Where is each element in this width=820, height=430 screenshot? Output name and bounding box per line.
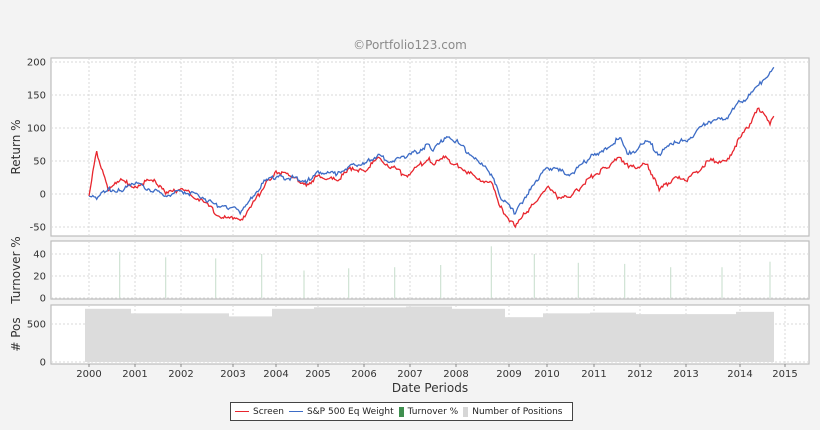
legend-item-s-p-500-eq-weight: S&P 500 Eq Weight: [288, 406, 394, 417]
positions-bar: [505, 317, 543, 362]
y-tick-label: 50: [33, 157, 46, 168]
y-axis-label-returns: Return %: [9, 119, 23, 174]
x-tick-label: 2000: [76, 369, 101, 380]
legend-item-screen: Screen: [235, 407, 284, 417]
positions-bar: [736, 311, 774, 362]
positions-bar: [314, 307, 360, 362]
y-tick-label: 0: [40, 358, 46, 369]
y-tick-label: 100: [27, 124, 46, 135]
legend-item-number-of-positions: Number of Positions: [463, 406, 563, 417]
positions-bar: [590, 312, 636, 362]
legend-item-turnover: Turnover %: [398, 406, 459, 417]
legend-line-swatch-icon: [288, 411, 303, 412]
y-tick-label: 20: [33, 272, 46, 283]
legend-label: Screen: [253, 406, 284, 417]
x-tick-label: 2010: [534, 369, 559, 380]
x-axis-label: Date Periods: [392, 381, 468, 395]
x-tick-label: 2009: [496, 369, 521, 380]
x-tick-label: 2011: [581, 369, 606, 380]
positions-bar: [272, 308, 314, 362]
panel-returns: [50, 57, 810, 237]
x-tick-label: 2005: [305, 369, 330, 380]
positions-bar: [682, 314, 736, 362]
positions-bar: [177, 313, 229, 362]
panel-turnover: [50, 240, 810, 300]
positions-bar: [543, 313, 590, 362]
x-tick-label: 2015: [772, 369, 797, 380]
legend-box-swatch-icon: [463, 406, 469, 417]
positions-bar: [85, 308, 131, 362]
chart-watermark-title: ©Portfolio123.com: [353, 38, 467, 52]
x-tick-label: 2001: [122, 369, 147, 380]
x-tick-label: 2006: [351, 369, 376, 380]
x-tick-label: 2002: [168, 369, 193, 380]
y-tick-label: 500: [27, 320, 46, 331]
y-tick-label: 0: [40, 294, 46, 305]
panel-positions: [50, 304, 810, 365]
series-line-s-p-500-eq-weight: [88, 66, 775, 216]
plot-panels: [50, 57, 810, 365]
positions-bar: [131, 313, 177, 362]
positions-bar: [360, 307, 406, 362]
y-tick-label: 0: [40, 190, 46, 201]
legend-box-swatch-icon: [398, 406, 404, 417]
y-axis-label-turnover: Turnover %: [9, 236, 23, 304]
y-tick-label: 200: [27, 58, 46, 69]
y-tick-label: -50: [30, 223, 46, 234]
positions-bar: [229, 316, 272, 362]
x-tick-label: 2012: [627, 369, 652, 380]
legend-label: Number of Positions: [472, 406, 563, 417]
positions-bar: [406, 306, 452, 362]
chart-legend: Screen S&P 500 Eq Weight Turnover % Number …: [230, 402, 573, 421]
x-tick-label: 2004: [263, 369, 288, 380]
x-tick-label: 2008: [443, 369, 468, 380]
legend-label: S&P 500 Eq Weight: [306, 406, 394, 417]
x-tick-label: 2013: [673, 369, 698, 380]
y-axes: -50 0 50 100 150 200 Return % 0 20 40 Turnover % 0 5…: [9, 58, 46, 369]
x-tick-label: 2003: [220, 369, 245, 380]
series-line-screen: [88, 107, 775, 229]
y-tick-label: 40: [33, 250, 46, 261]
positions-bar: [452, 308, 505, 362]
positions-bar: [636, 314, 682, 362]
x-tick-label: 2007: [397, 369, 422, 380]
y-tick-label: 150: [27, 91, 46, 102]
y-axis-label-positions: # Pos: [9, 317, 23, 351]
x-axis: 2000 2001 2002 2003 2004 2005 2006 2007 2008 2009…: [76, 364, 798, 380]
x-tick-label: 2014: [727, 369, 752, 380]
legend-line-swatch-icon: [235, 411, 249, 412]
legend-label: Turnover %: [407, 406, 459, 417]
